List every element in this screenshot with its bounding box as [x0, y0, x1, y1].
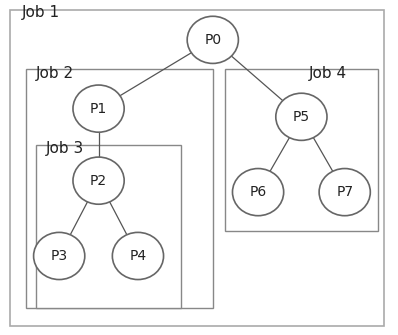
FancyBboxPatch shape — [35, 145, 181, 308]
Text: Job 3: Job 3 — [45, 141, 84, 156]
Text: P0: P0 — [204, 33, 221, 47]
Text: Job 1: Job 1 — [22, 5, 60, 20]
Text: P1: P1 — [90, 102, 107, 116]
Text: P3: P3 — [51, 249, 68, 263]
FancyBboxPatch shape — [26, 69, 213, 308]
Ellipse shape — [187, 16, 238, 63]
Text: P5: P5 — [293, 110, 310, 124]
Text: P7: P7 — [336, 185, 353, 199]
Text: P2: P2 — [90, 174, 107, 188]
FancyBboxPatch shape — [224, 69, 378, 231]
Ellipse shape — [73, 157, 124, 204]
Text: Job 2: Job 2 — [35, 66, 74, 81]
Ellipse shape — [112, 232, 164, 279]
Ellipse shape — [33, 232, 85, 279]
Ellipse shape — [232, 169, 284, 216]
Ellipse shape — [276, 93, 327, 140]
Ellipse shape — [73, 85, 124, 132]
Ellipse shape — [319, 169, 370, 216]
Text: P6: P6 — [250, 185, 267, 199]
Text: P4: P4 — [129, 249, 146, 263]
FancyBboxPatch shape — [10, 10, 384, 326]
Text: Job 4: Job 4 — [309, 66, 347, 81]
